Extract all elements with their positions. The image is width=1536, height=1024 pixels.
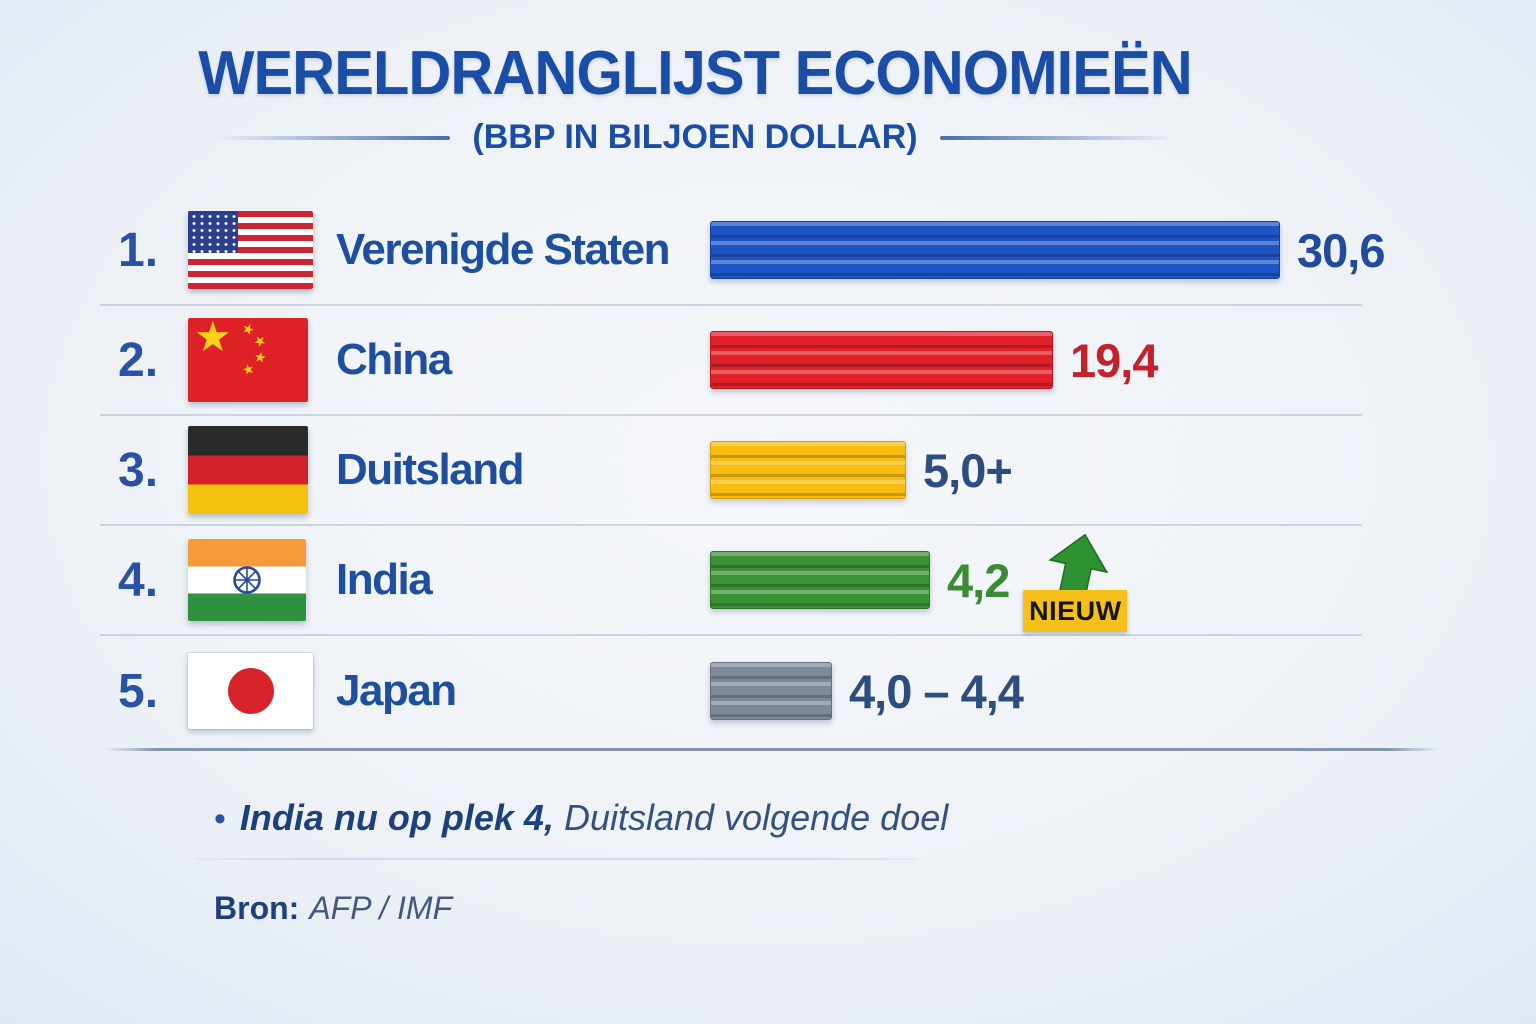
bar-value: 4,0 – 4,4 (849, 664, 1024, 718)
bar (710, 221, 1280, 279)
bar-cell: 5,0+ (710, 441, 1362, 499)
nieuw-annotation: NIEUW (1023, 532, 1135, 632)
page-title: WERELDRANGLIJST ECONOMIEËN (198, 39, 1193, 108)
bar-cell: 19,4 (710, 331, 1362, 389)
footnote-highlight: India nu op plek 4, (239, 797, 554, 838)
subtitle-left-rule (215, 135, 451, 140)
flag-china-icon: ★ ★ ★ ★ ★ (188, 318, 308, 402)
subtitle-row: (BBP IN BILJOEN DOLLAR) (0, 118, 1390, 157)
table-row-china: 2. ★ ★ ★ ★ ★ China 19,4 (100, 306, 1362, 416)
rank-label: 3. (118, 443, 159, 497)
bar-cell: 4,2 NIEUW (710, 528, 1362, 632)
bar-value: 30,6 (1297, 223, 1385, 277)
flag-japan-icon (188, 653, 313, 729)
flag-china-star-icon: ★ (194, 318, 232, 360)
ranking-table: 1. Verenigde Staten 30,6 2. ★ ★ ★ ★ ★ Ch… (100, 196, 1385, 746)
nieuw-badge: NIEUW (1023, 590, 1128, 632)
rank-label: 1. (118, 223, 159, 277)
bar-value: 19,4 (1070, 333, 1158, 387)
page-subtitle: (BBP IN BILJOEN DOLLAR) (472, 118, 918, 156)
country-label: Duitsland (336, 445, 524, 494)
country-label: India (336, 555, 433, 604)
bar (710, 331, 1053, 389)
subtitle-right-rule (939, 135, 1175, 140)
rank-label: 2. (118, 333, 159, 387)
flag-china-star-icon: ★ (252, 348, 268, 366)
bar (710, 441, 906, 499)
country-label: Verenigde Staten (336, 225, 671, 274)
rank-label: 5. (118, 664, 159, 718)
footnote-rule (196, 858, 918, 860)
bar (710, 662, 832, 720)
table-bottom-rule (104, 748, 1440, 751)
country-label: Japan (336, 666, 457, 715)
rank-label: 4. (118, 553, 159, 607)
bullet-icon: • (214, 800, 226, 838)
ashoka-chakra-icon (233, 566, 261, 594)
bar-value: 4,2 (947, 553, 1010, 607)
flag-usa-canton (188, 211, 238, 253)
bar-value: 5,0+ (923, 443, 1013, 497)
source-label: Bron: (214, 890, 300, 926)
table-row-duitsland: 3. Duitsland 5,0+ (100, 416, 1362, 526)
table-row-verenigde-staten: 1. Verenigde Staten 30,6 (100, 196, 1385, 306)
bar-cell: 30,6 (710, 221, 1385, 279)
flag-japan-sun-icon (227, 668, 274, 714)
footnote: • India nu op plek 4, Duitsland volgende … (214, 797, 948, 839)
source-line: Bron: AFP / IMF (214, 890, 452, 927)
flag-usa-icon (188, 211, 313, 289)
flag-india-icon (188, 539, 306, 621)
bar-cell: 4,0 – 4,4 (710, 662, 1362, 720)
source-value: AFP / IMF (309, 890, 453, 926)
flag-china-star-icon: ★ (239, 319, 258, 339)
table-row-india: 4. India 4,2 (100, 526, 1362, 636)
footnote-rest: Duitsland volgende doel (553, 797, 949, 838)
bar (710, 551, 930, 609)
flag-china-star-icon: ★ (250, 330, 271, 352)
flag-germany-icon (188, 426, 308, 514)
table-row-japan: 5. Japan 4,0 – 4,4 (100, 636, 1362, 746)
country-label: China (336, 335, 452, 384)
